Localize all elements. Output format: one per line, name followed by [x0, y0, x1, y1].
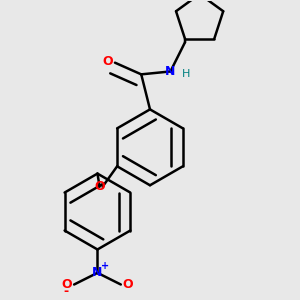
Text: O: O — [102, 55, 113, 68]
Text: N: N — [92, 266, 103, 279]
Text: O: O — [61, 278, 72, 291]
Text: H: H — [182, 69, 191, 80]
Text: O: O — [94, 180, 105, 193]
Text: N: N — [165, 65, 176, 78]
Text: -: - — [63, 285, 68, 298]
Text: +: + — [101, 260, 109, 271]
Text: O: O — [122, 278, 133, 291]
